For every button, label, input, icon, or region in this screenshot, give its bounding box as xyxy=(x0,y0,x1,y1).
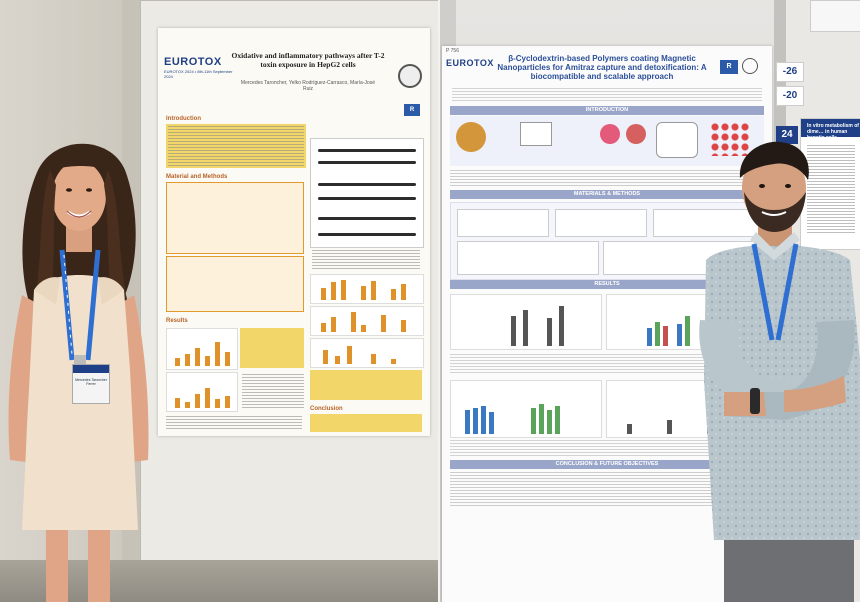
side-poster-header xyxy=(801,119,860,137)
poster-title: Oxidative and inflammatory pathways afte… xyxy=(231,51,385,69)
nanoparticle-icon-2 xyxy=(626,124,646,144)
results-text-2 xyxy=(450,440,764,458)
badge-name: Mercedes Taroncher Ferrer xyxy=(75,378,107,386)
polymer-diagram xyxy=(656,122,698,158)
section-materials: MATERIALS & METHODS xyxy=(450,190,764,199)
poster-authors: Mercedes Taroncher, Yelko Rodríguez-Carr… xyxy=(240,80,376,92)
results-text-3 xyxy=(310,370,422,400)
results-chart-2 xyxy=(166,372,238,412)
methods-diagram-2 xyxy=(166,256,304,312)
nanoparticle-icon xyxy=(600,124,620,144)
results-chart-5 xyxy=(310,338,424,368)
university-seal-icon xyxy=(742,58,758,74)
results-chart-3 xyxy=(450,380,602,438)
western-blot-image xyxy=(310,138,424,248)
results-text-1 xyxy=(240,328,304,368)
side-paper xyxy=(810,0,860,32)
side-poster-title: In vitro metabolism of dime… in human he… xyxy=(807,123,859,141)
man-figure xyxy=(699,141,860,602)
intro-graphics xyxy=(450,116,764,166)
results-chart-1 xyxy=(166,328,238,370)
methods-step-1 xyxy=(457,209,549,237)
section-conclusion: CONCLUSION & FUTURE OBJECTIVES xyxy=(450,460,764,469)
methods-step-4 xyxy=(457,241,599,275)
eurotox-logo: EUROTOX xyxy=(446,58,494,68)
section-results: RESULTS xyxy=(450,280,764,289)
results-text-2 xyxy=(242,374,304,408)
name-badge: Mercedes Taroncher Ferrer xyxy=(72,364,110,404)
methods-diagram-1 xyxy=(166,182,304,254)
board-number: P 756 xyxy=(446,48,459,54)
results-chart-1 xyxy=(450,294,602,350)
intro-text xyxy=(450,170,764,186)
methods-step-3 xyxy=(653,209,759,237)
blot-caption xyxy=(312,250,420,270)
eurotox-logo-subtitle: EUROTOX 2024 • 8th-11th September 2024 xyxy=(164,69,233,79)
section-conclusion: Conclusion xyxy=(310,406,343,412)
poster-authors xyxy=(452,88,762,102)
board-number-3: 24 xyxy=(776,126,798,144)
right-photo: -26 -20 24 In vitro metabolism of dime… … xyxy=(440,0,860,602)
intro-text xyxy=(168,126,304,166)
university-seal-icon xyxy=(398,64,422,88)
left-photo: EUROTOX EUROTOX 2024 • 8th-11th Septembe… xyxy=(0,0,440,602)
results-chart-4 xyxy=(310,306,424,336)
section-introduction: Introduction xyxy=(166,116,201,122)
poster-left: EUROTOX EUROTOX 2024 • 8th-11th Septembe… xyxy=(158,28,430,436)
eurotox-logo: EUROTOX xyxy=(164,56,222,68)
molecule-diagram xyxy=(520,122,552,146)
section-results: Results xyxy=(166,318,188,324)
methods-diagrams xyxy=(450,202,766,280)
side-poster-text xyxy=(807,145,855,235)
poster-right: P 756 EUROTOX β-Cyclodextrin-based Polym… xyxy=(442,46,772,602)
institute-logo-icon: R xyxy=(404,104,420,116)
particles-diagram xyxy=(710,122,750,156)
badge-header xyxy=(73,365,109,373)
side-poster: In vitro metabolism of dime… in human he… xyxy=(800,118,860,250)
section-materials: Material and Methods xyxy=(166,174,228,180)
board-number-2: -20 xyxy=(776,86,804,106)
institute-logo-icon: R xyxy=(720,60,738,74)
floor xyxy=(0,560,440,602)
section-introduction: INTRODUCTION xyxy=(450,106,764,115)
results-text-1 xyxy=(450,354,764,374)
results-chart-3 xyxy=(310,274,424,304)
bee-icon xyxy=(456,122,486,152)
methods-step-2 xyxy=(555,209,647,237)
poster-title: β-Cyclodextrin-based Polymers coating Ma… xyxy=(497,54,707,82)
conclusion-highlight xyxy=(310,414,422,432)
acknowledgements-text xyxy=(166,416,302,430)
board-number-1: -26 xyxy=(776,62,804,82)
